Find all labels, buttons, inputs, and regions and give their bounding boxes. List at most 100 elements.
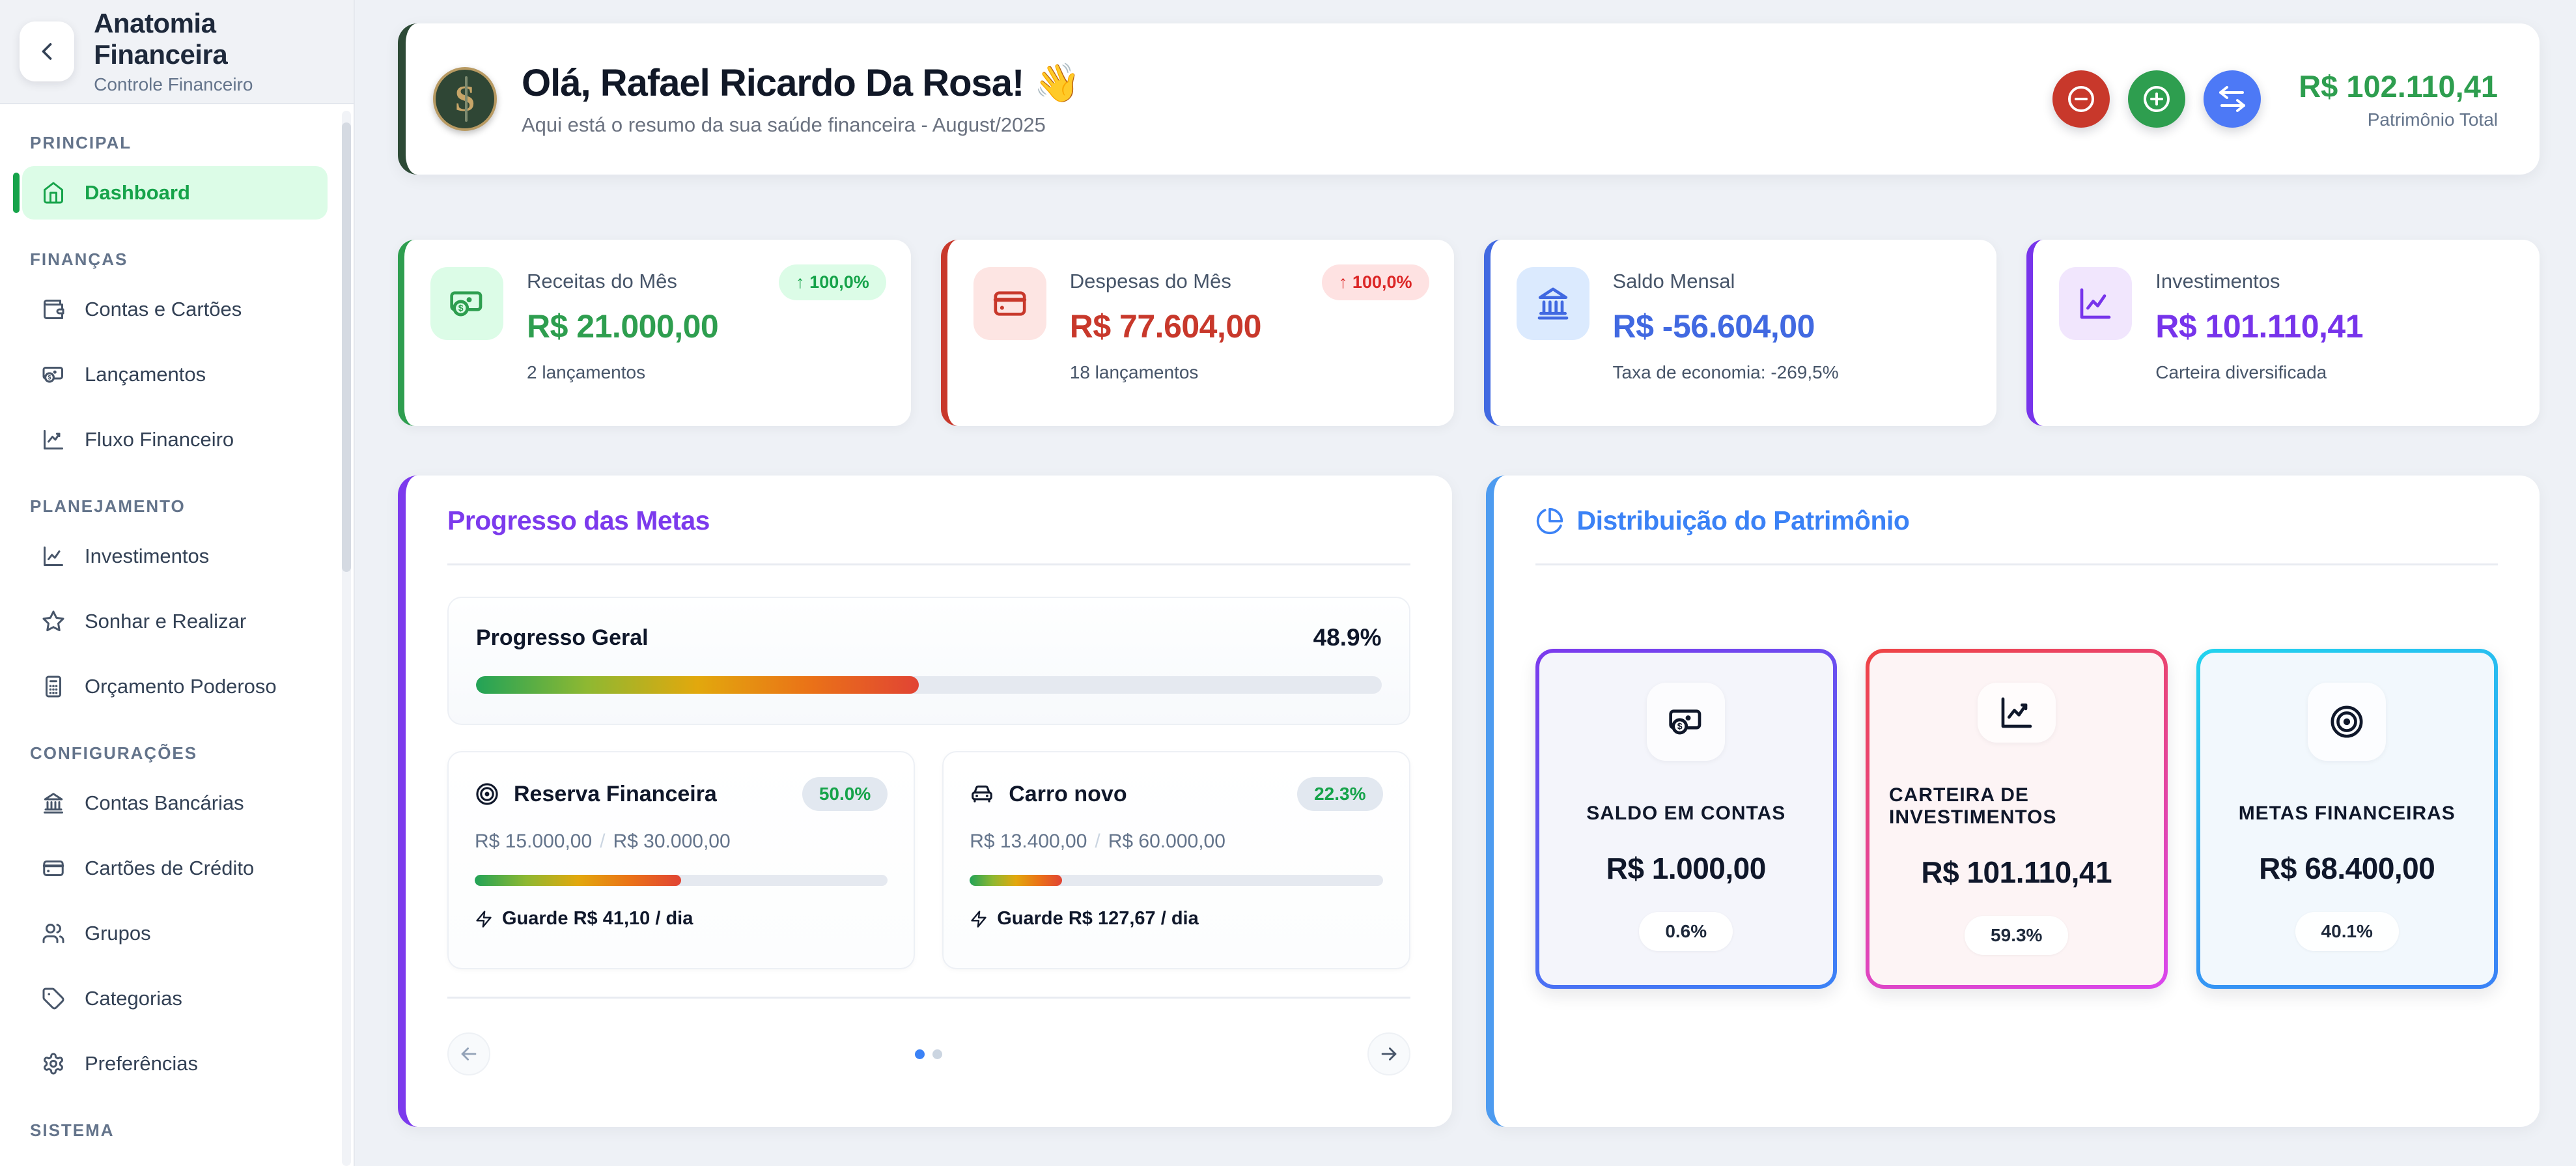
greeting-subtitle: Aqui está o resumo da sua saúde financei… bbox=[522, 113, 1046, 136]
goal-percent-badge: 22.3% bbox=[1297, 777, 1383, 811]
distribution-label: CARTEIRA DE INVESTIMENTOS bbox=[1889, 784, 2057, 828]
sidebar-item-contas-e-cartoes[interactable]: Contas e Cartões bbox=[22, 283, 328, 336]
main-content: S Olá, Rafael Ricardo Da Rosa! 👋 Aqui es… bbox=[355, 0, 2576, 1166]
svg-text:$: $ bbox=[1677, 721, 1683, 732]
sidebar-item-dashboard[interactable]: Dashboard bbox=[13, 166, 328, 220]
distribution-panel: Distribuição do Patrimônio $ SALDO EM CO… bbox=[1485, 476, 2540, 1127]
add-income-button[interactable] bbox=[2128, 70, 2186, 128]
landmark-icon bbox=[44, 793, 63, 814]
sidebar-item-label: Fluxo Financeiro bbox=[85, 428, 234, 451]
banknote-icon: $ bbox=[1669, 709, 1701, 735]
stat-icon-box bbox=[1516, 267, 1589, 340]
overall-progress-card: Progresso Geral 48.9% bbox=[447, 597, 1410, 725]
landmark-icon bbox=[1537, 287, 1568, 320]
stat-subtitle: Taxa de economia: -269,5% bbox=[1612, 362, 1839, 382]
add-expense-button[interactable] bbox=[2052, 70, 2110, 128]
car-icon bbox=[972, 785, 993, 803]
goal-amount-separator: / bbox=[1095, 831, 1100, 852]
sidebar-item-contas-bancarias[interactable]: Contas Bancárias bbox=[22, 776, 328, 830]
gear-icon bbox=[44, 1053, 63, 1075]
stat-title: Investimentos bbox=[2155, 270, 2280, 292]
stat-trend-badge: ↑ 100,0% bbox=[1321, 264, 1429, 300]
distribution-card-metas-financeiras: METAS FINANCEIRAS R$ 68.400,00 40.1% bbox=[2196, 649, 2498, 989]
section-label-planejamento: PLANEJAMENTO bbox=[30, 496, 186, 516]
distribution-percent-badge: 0.6% bbox=[1639, 912, 1733, 951]
distribution-percent-badge: 40.1% bbox=[2295, 912, 2399, 951]
sidebar-item-lancamentos[interactable]: $ Lançamentos bbox=[22, 348, 328, 401]
sidebar-item-label: Investimentos bbox=[85, 545, 210, 567]
goal-current-amount: R$ 13.400,00 bbox=[970, 831, 1087, 852]
stat-icon-box: $ bbox=[430, 267, 503, 340]
goal-target-amount: R$ 60.000,00 bbox=[1108, 831, 1225, 852]
goals-panel-title: Progresso das Metas bbox=[447, 505, 710, 535]
stat-subtitle: 18 lançamentos bbox=[1069, 362, 1199, 382]
sidebar-item-preferencias[interactable]: Preferências bbox=[22, 1037, 328, 1090]
wallet-icon bbox=[44, 300, 64, 319]
sidebar-item-fluxo-financeiro[interactable]: Fluxo Financeiro bbox=[22, 413, 328, 466]
carousel-dots bbox=[915, 1049, 943, 1059]
transfer-button[interactable] bbox=[2204, 70, 2261, 128]
stat-title: Receitas do Mês bbox=[527, 270, 677, 292]
goal-name: Carro novo bbox=[1009, 781, 1127, 806]
stat-value: R$ 21.000,00 bbox=[527, 308, 719, 345]
pie-chart-icon bbox=[1536, 507, 1563, 534]
carousel-prev-button[interactable] bbox=[447, 1032, 490, 1075]
distribution-value: R$ 1.000,00 bbox=[1606, 851, 1767, 885]
circle-minus-icon bbox=[2068, 86, 2095, 112]
goal-progress-bar bbox=[475, 875, 888, 886]
stat-card-investimentos: Investimentos R$ 101.110,41 Carteira div… bbox=[2026, 240, 2540, 426]
sidebar-scrollbar[interactable] bbox=[342, 111, 351, 1166]
arrow-right-icon bbox=[1381, 1047, 1396, 1060]
divider bbox=[447, 563, 1410, 565]
chart-line-icon bbox=[44, 430, 63, 449]
distribution-card-saldo-em-contas: $ SALDO EM CONTAS R$ 1.000,00 0.6% bbox=[1535, 649, 1837, 989]
goal-name: Reserva Financeira bbox=[514, 781, 717, 806]
carousel-dot[interactable] bbox=[932, 1049, 943, 1059]
stat-card-despesas: Despesas do Mês R$ 77.604,00 18 lançamen… bbox=[940, 240, 1454, 426]
goal-tip: Guarde R$ 41,10 / dia bbox=[475, 908, 888, 930]
stat-trend-badge: ↑ 100,0% bbox=[779, 264, 886, 300]
section-label-configuracoes: CONFIGURAÇÕES bbox=[30, 743, 198, 763]
distribution-icon-box: $ bbox=[1647, 683, 1726, 761]
divider bbox=[1535, 563, 2498, 565]
goal-amounts: R$ 13.400,00 / R$ 60.000,00 bbox=[970, 831, 1382, 853]
distribution-panel-title: Distribuição do Patrimônio bbox=[1535, 505, 2499, 536]
sidebar-item-label: Sonhar e Realizar bbox=[85, 610, 247, 633]
svg-text:$: $ bbox=[48, 375, 51, 381]
overall-progress-bar bbox=[476, 676, 1382, 694]
calculator-icon bbox=[46, 675, 61, 698]
sidebar-item-sonhar-e-realizar[interactable]: Sonhar e Realizar bbox=[22, 595, 328, 648]
sidebar-item-categorias[interactable]: Categorias bbox=[22, 972, 328, 1025]
stat-title: Saldo Mensal bbox=[1612, 270, 1735, 292]
stat-subtitle: Carteira diversificada bbox=[2155, 362, 2327, 382]
sidebar-scrollbar-thumb[interactable] bbox=[342, 122, 351, 572]
users-icon bbox=[42, 924, 64, 943]
chart-line-icon bbox=[2080, 288, 2111, 319]
sidebar-header: Anatomia Financeira Controle Financeiro bbox=[0, 0, 354, 104]
sidebar-item-grupos[interactable]: Grupos bbox=[22, 907, 328, 960]
collapse-sidebar-button[interactable] bbox=[20, 21, 75, 81]
goal-card-reserva-financeira: Reserva Financeira 50.0% R$ 15.000,00/R$… bbox=[447, 751, 916, 969]
stat-card-saldo-mensal: Saldo Mensal R$ -56.604,00 Taxa de econo… bbox=[1483, 240, 1997, 426]
goal-tip-text: Guarde R$ 127,67 / dia bbox=[997, 908, 1199, 929]
sidebar-nav: PRINCIPAL Dashboard FINANÇAS Contas e Ca… bbox=[0, 104, 354, 1141]
app-title: Anatomia Financeira bbox=[94, 8, 228, 70]
zap-icon bbox=[971, 910, 987, 928]
svg-text:$: $ bbox=[458, 303, 464, 313]
distribution-value: R$ 101.110,41 bbox=[1921, 855, 2112, 889]
section-label-sistema: SISTEMA bbox=[30, 1120, 115, 1140]
sidebar-item-orcamento-poderoso[interactable]: Orçamento Poderoso bbox=[22, 660, 328, 713]
sidebar-item-cartoes-de-credito[interactable]: Cartões de Crédito bbox=[22, 842, 328, 895]
sidebar-item-label: Dashboard bbox=[85, 181, 190, 204]
chevron-left-icon bbox=[42, 43, 52, 60]
star-icon bbox=[42, 610, 64, 632]
panels-row: Progresso das Metas Progresso Geral 48.9… bbox=[398, 476, 2540, 1127]
carousel-next-button[interactable] bbox=[1367, 1032, 1410, 1075]
distribution-value: R$ 68.400,00 bbox=[2259, 851, 2435, 885]
sidebar-item-investimentos[interactable]: Investimentos bbox=[22, 530, 328, 583]
sidebar-item-label: Categorias bbox=[85, 987, 182, 1010]
home-icon bbox=[44, 182, 63, 204]
chart-line-icon bbox=[2001, 697, 2032, 728]
divider bbox=[447, 997, 1410, 999]
carousel-dot-active[interactable] bbox=[915, 1049, 925, 1059]
